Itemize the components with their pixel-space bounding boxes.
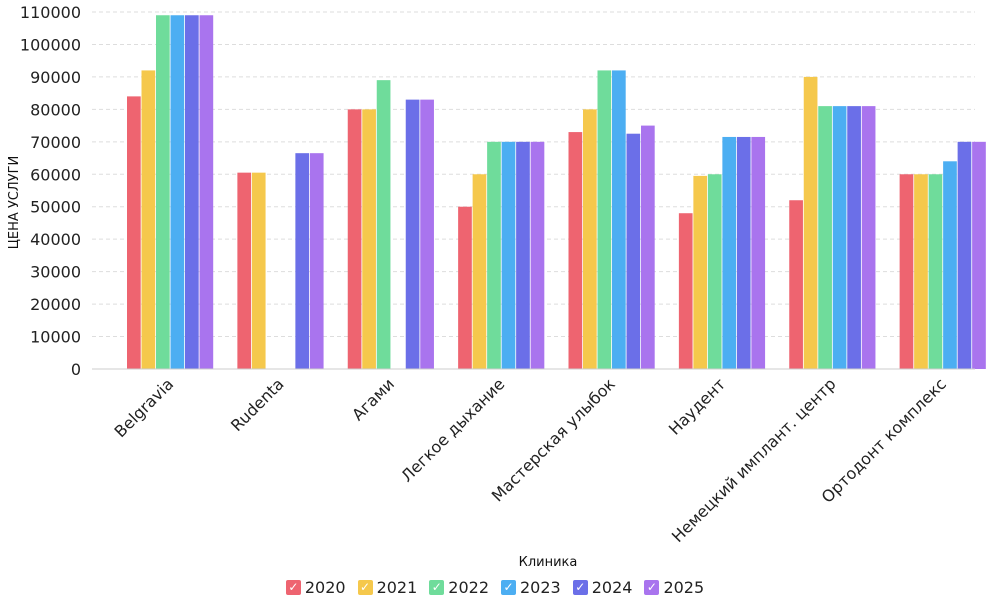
bar-2021 [914,174,928,369]
x-category-label: Ортодонт комплекс [818,374,950,506]
bar-2022 [487,141,501,369]
y-tick-label: 100000 [20,35,81,54]
x-category-label: Наудент [665,374,729,438]
bar-2022 [928,174,943,369]
legend-item-2020[interactable]: ✓ 2020 [285,578,346,597]
bar-2021 [693,175,708,369]
legend-item-2024[interactable]: ✓ 2024 [572,578,633,597]
bar-2021 [803,76,818,369]
checkbox-check-icon[interactable]: ✓ [501,580,516,595]
bar-2023 [170,15,185,370]
legend-label: 2024 [591,578,633,597]
bar-chart: 0 10000 20000 30000 40000 50000 60000 70000 8000… [7,3,986,570]
bar-2020 [458,206,472,369]
legend-item-2025[interactable]: ✓ 2025 [644,578,704,597]
bar-2025 [751,136,766,369]
checkbox-check-icon[interactable]: ✓ [357,580,373,595]
bar-2024 [736,136,751,369]
bar-2023 [943,161,957,369]
y-tick-label: 70000 [30,133,81,152]
bar-2024 [295,153,310,369]
bar-2023 [612,70,626,369]
y-tick-label: 90000 [30,68,81,87]
bar-2025 [641,125,655,369]
y-tick-label: 80000 [30,100,81,119]
bar-2025 [199,15,214,370]
x-category-label: Rudenta [227,374,288,435]
bar-2023 [832,106,847,370]
bar-2025 [972,141,986,369]
bar-2023 [722,136,737,369]
bar-2022 [597,70,612,369]
bar-2021 [362,109,376,369]
x-category-label: Легкое дыхание [397,374,508,485]
bar-2025 [530,141,545,369]
y-axis-ticks: 0 10000 20000 30000 40000 50000 60000 70000 8000… [20,3,81,379]
bar-2024 [957,141,972,369]
bar-2022 [707,174,722,369]
bar-2021 [472,174,487,369]
y-tick-label: 10000 [30,328,81,347]
bar-2020 [678,213,693,369]
bar-2020 [899,174,914,369]
bar-2023 [501,141,516,369]
x-category-label: Мастерская улыбок [488,374,619,505]
x-category-label: Агами [348,374,398,424]
bar-2022 [156,15,170,370]
bars [127,15,986,370]
bar-2021 [583,109,597,369]
y-axis-title: ЦЕНА УСЛУГИ [7,156,22,249]
bar-2024 [847,106,861,370]
checkbox-check-icon[interactable]: ✓ [285,580,301,595]
legend-label: 2021 [376,578,418,597]
y-tick-label: 110000 [20,3,81,22]
bar-2025 [309,153,324,369]
bar-2021 [141,70,156,369]
y-tick-label: 0 [71,360,81,379]
checkbox-check-icon[interactable]: ✓ [644,580,660,595]
y-tick-label: 50000 [30,198,81,217]
checkbox-check-icon[interactable]: ✓ [572,580,588,595]
legend-label: 2022 [448,578,489,597]
bar-2024 [516,141,530,369]
bar-2020 [237,172,252,369]
bar-2020 [568,132,583,369]
y-tick-label: 30000 [30,263,81,282]
legend-item-2023[interactable]: ✓ 2023 [501,578,561,597]
bar-2024 [626,133,641,369]
bar-2020 [347,109,362,369]
y-tick-label: 40000 [30,230,81,249]
legend-item-2021[interactable]: ✓ 2021 [357,578,418,597]
bar-2020 [789,200,803,369]
bar-2025 [861,106,876,370]
legend-item-2022[interactable]: ✓ 2022 [429,578,489,597]
x-axis-categories: Belgravia Rudenta Агами Легкое дыханиеМасте… [110,374,949,546]
x-axis-title: Клиника [519,555,578,570]
y-tick-label: 60000 [30,165,81,184]
legend: ✓ 2020 ✓ 2021 ✓ 2022 ✓ 2023 ✓ 2024 ✓ 2025 [0,578,990,597]
legend-label: 2023 [520,578,561,597]
bar-2020 [127,96,141,369]
bar-2022 [376,80,391,370]
y-tick-label: 20000 [30,295,81,314]
bar-2024 [405,99,420,370]
x-category-label: Belgravia [110,374,177,441]
legend-label: 2025 [663,578,705,597]
bar-2022 [818,106,832,370]
bar-2024 [185,15,199,370]
legend-label: 2020 [304,578,346,597]
checkbox-check-icon[interactable]: ✓ [429,580,445,595]
bar-2025 [420,99,434,370]
bar-2021 [251,172,266,369]
